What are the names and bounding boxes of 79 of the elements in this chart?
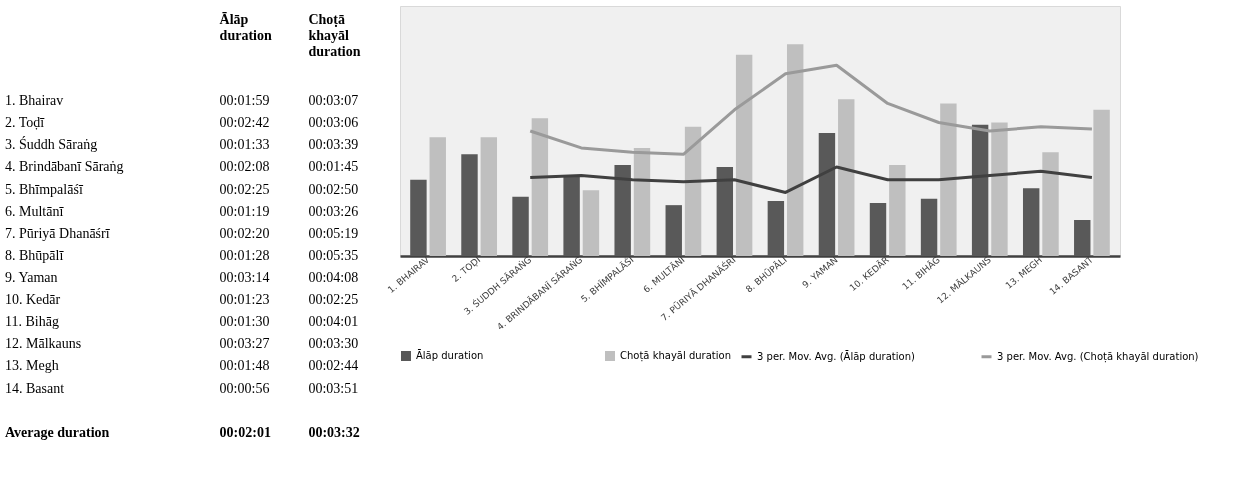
text: 00:02:25 bbox=[308, 292, 359, 308]
text: 14. Basant bbox=[5, 380, 65, 396]
bar bbox=[971, 124, 989, 256]
text: 00:03:30 bbox=[308, 336, 359, 352]
bar bbox=[582, 190, 600, 256]
text: 00:01:59 bbox=[219, 93, 270, 109]
bar bbox=[767, 200, 785, 256]
bar bbox=[1093, 109, 1110, 256]
bar bbox=[429, 137, 446, 256]
text: 3. Śuddh Sāraṅg bbox=[5, 136, 98, 153]
text: 8. Bhūpālī bbox=[5, 247, 65, 263]
text: Ālāp duration bbox=[219, 11, 272, 43]
bar bbox=[512, 196, 529, 256]
text: 00:04:01 bbox=[308, 314, 359, 330]
bar bbox=[684, 126, 702, 256]
text: 00:01:28 bbox=[219, 247, 270, 263]
text: 13. Megh bbox=[5, 358, 59, 374]
text: 00:01:30 bbox=[219, 314, 270, 330]
legend-label: Ālāp duration bbox=[416, 349, 484, 361]
text: 5. Bhīmpalāśī bbox=[5, 181, 84, 197]
text: 00:01:45 bbox=[308, 159, 359, 175]
legend-label: 3 per. Mov. Avg. (Ālāp duration) bbox=[757, 349, 915, 362]
text: 00:03:26 bbox=[308, 203, 359, 219]
text: Choṭā khayāl duration bbox=[308, 11, 361, 59]
text: 00:03:14 bbox=[219, 269, 270, 285]
text: 11. Bihāg bbox=[5, 314, 59, 330]
text: 4. Brindābanī Sāraṅg bbox=[5, 159, 124, 175]
bar bbox=[633, 147, 651, 256]
bar bbox=[461, 154, 478, 256]
bar bbox=[531, 118, 549, 256]
bar bbox=[991, 122, 1008, 256]
bar bbox=[716, 167, 734, 256]
legend-label: 3 per. Mov. Avg. (Choṭā khayāl duration) bbox=[997, 350, 1199, 363]
text: 00:03:27 bbox=[219, 336, 270, 352]
text: 00:01:19 bbox=[219, 203, 270, 219]
text: 00:04:08 bbox=[308, 269, 359, 285]
text: 00:02:42 bbox=[219, 115, 270, 131]
text: 00:03:39 bbox=[308, 137, 359, 153]
text: 00:03:06 bbox=[308, 115, 359, 131]
bar bbox=[1022, 188, 1040, 256]
bar bbox=[480, 137, 498, 256]
bar bbox=[889, 164, 906, 256]
legend-label: Choṭā khayāl duration bbox=[620, 350, 732, 362]
text: 00:05:19 bbox=[308, 225, 359, 241]
bar bbox=[940, 103, 957, 256]
text: 00:02:25 bbox=[219, 181, 270, 197]
text: 00:02:50 bbox=[308, 181, 359, 197]
text: 6. Multānī bbox=[5, 203, 65, 219]
text: 00:02:01 bbox=[219, 424, 271, 440]
bar bbox=[1042, 152, 1059, 256]
text: 12. Mālkauns bbox=[5, 336, 82, 352]
text: 00:03:32 bbox=[308, 424, 360, 440]
text: 2. Toḍī bbox=[5, 115, 46, 131]
bar bbox=[920, 198, 938, 256]
text: 00:01:48 bbox=[219, 358, 270, 374]
bar bbox=[665, 205, 682, 256]
bar bbox=[869, 203, 887, 256]
text: 00:00:56 bbox=[219, 380, 270, 396]
text: 00:01:23 bbox=[219, 292, 270, 308]
bar bbox=[1074, 219, 1091, 256]
bar bbox=[818, 133, 836, 256]
bar bbox=[786, 44, 804, 256]
bar bbox=[563, 175, 580, 256]
bar bbox=[735, 54, 753, 256]
bar bbox=[410, 179, 427, 256]
text: 00:02:08 bbox=[219, 159, 270, 175]
text: 00:03:07 bbox=[308, 93, 359, 109]
bar bbox=[838, 99, 855, 256]
bar bbox=[614, 164, 631, 256]
text: 9. Yaman bbox=[5, 269, 58, 285]
text: 00:03:51 bbox=[308, 380, 359, 396]
text: 1. Bhairav bbox=[5, 93, 64, 109]
text: 7. Pūriyā Dhanāśrī bbox=[5, 225, 111, 241]
text: 00:01:33 bbox=[219, 137, 270, 153]
text: 00:05:35 bbox=[308, 247, 359, 263]
text: Average duration bbox=[5, 424, 110, 440]
text: 00:02:44 bbox=[308, 358, 359, 374]
text: 10. Kedār bbox=[5, 292, 61, 308]
text: 00:02:20 bbox=[219, 225, 270, 241]
